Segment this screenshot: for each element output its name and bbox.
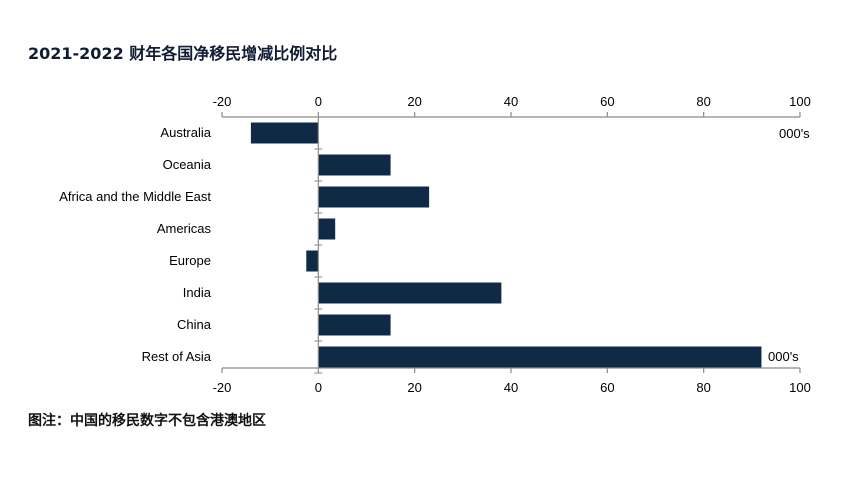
unit-label-bottom: 000's	[768, 349, 799, 364]
bottom-tick-label: 100	[789, 380, 811, 395]
category-label: Oceania	[163, 157, 212, 172]
bar-europe	[306, 250, 319, 272]
top-tick-label: 40	[504, 94, 518, 109]
category-label: Rest of Asia	[142, 349, 212, 364]
top-tick-label: 20	[407, 94, 421, 109]
bar-china	[318, 314, 391, 336]
bar-americas	[318, 218, 336, 240]
bottom-tick-label: 40	[504, 380, 518, 395]
category-label: Europe	[169, 253, 211, 268]
category-label: China	[177, 317, 212, 332]
top-tick-label: 0	[315, 94, 322, 109]
bar-india	[318, 282, 502, 304]
bars-group	[250, 122, 762, 368]
bar-africa-and-the-middle-east	[318, 186, 430, 208]
bottom-tick-label: 0	[315, 380, 322, 395]
bar-oceania	[318, 154, 391, 176]
bar-rest-of-asia	[318, 346, 762, 368]
bottom-tick-label: 60	[600, 380, 614, 395]
bottom-tick-label: 20	[407, 380, 421, 395]
category-label: Africa and the Middle East	[59, 189, 211, 204]
top-tick-label: 100	[789, 94, 811, 109]
category-label: India	[183, 285, 212, 300]
category-label: Australia	[160, 125, 211, 140]
bottom-tick-label: -20	[213, 380, 232, 395]
bar-australia	[250, 122, 319, 144]
chart-title: 2021-2022 财年各国净移民增减比例对比	[28, 44, 338, 63]
category-label: Americas	[157, 221, 212, 236]
axes-group	[221, 112, 801, 374]
chart-note: 图注：中国的移民数字不包含港澳地区	[28, 413, 266, 429]
top-tick-label: -20	[213, 94, 232, 109]
unit-label-top: 000's	[779, 126, 810, 141]
top-tick-label: 60	[600, 94, 614, 109]
top-tick-label: 80	[696, 94, 710, 109]
labels-group: Australia Oceania Africa and the Middle Ea…	[59, 94, 811, 395]
bottom-tick-label: 80	[696, 380, 710, 395]
